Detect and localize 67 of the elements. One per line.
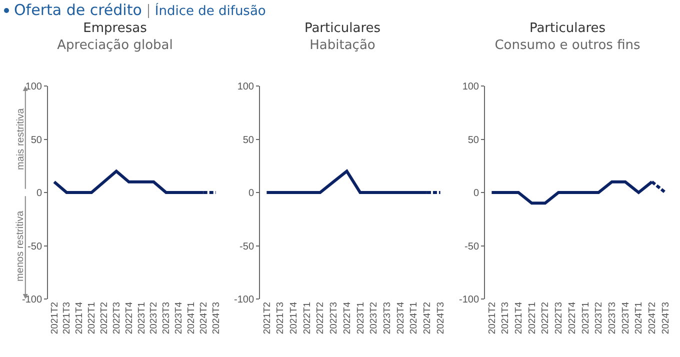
y-tick-label: -100 — [458, 294, 480, 306]
text: Índice de difusão — [154, 4, 266, 19]
x-tick-label: 2023T4 — [174, 302, 185, 334]
x-tick-label: 2022T4 — [342, 302, 353, 334]
y-tick-label: 0 — [36, 188, 42, 199]
x-tick-label: 2021T2 — [49, 302, 60, 334]
x-tick-label: 2023T3 — [382, 302, 393, 334]
y-tick-label: 100 — [237, 82, 254, 92]
x-tick-label: 2021T4 — [288, 302, 300, 334]
x-tick-label: 2022T1 — [302, 302, 313, 334]
x-tick-label: 2024T1 — [408, 302, 420, 334]
y-tick-label: 100 — [25, 82, 42, 92]
x-tick-label: 2023T1 — [355, 302, 366, 334]
y-tick-label: 50 — [242, 134, 254, 146]
x-tick-label: 2022T3 — [554, 302, 565, 334]
x-tick-label: 2021T3 — [62, 302, 73, 334]
x-tick-label: 2021T4 — [74, 302, 86, 334]
chart-subtitle: Consumo e outros fins — [494, 38, 641, 53]
x-tick-label: 2022T2 — [540, 302, 552, 334]
x-tick-label: 2022T3 — [328, 302, 340, 334]
x-tick-label: 2023T4 — [620, 302, 632, 334]
x-tick-label: 2022T2 — [99, 302, 110, 334]
x-tick-label: 2024T3 — [435, 302, 446, 334]
x-tick-label: 2024T3 — [210, 302, 222, 334]
y-tick-label: -100 — [234, 294, 254, 306]
x-tick-label: 2024T1 — [186, 302, 198, 334]
y-tick-label: 50 — [468, 134, 480, 146]
x-tick-label: 2023T2 — [368, 302, 380, 334]
x-tick-label: 2021T3 — [500, 302, 512, 334]
y-tick-label: 0 — [473, 188, 480, 199]
y-tick-label: -100 — [22, 294, 42, 306]
chart-title: Particulares — [304, 21, 381, 36]
x-tick-label: 2021T2 — [262, 302, 273, 334]
y-tick-label: 50 — [30, 134, 42, 146]
x-tick-label: 2024T2 — [647, 302, 658, 334]
x-tick-label: 2023T2 — [148, 302, 160, 334]
x-tick-label: 2022T2 — [315, 302, 326, 334]
x-tick-label: 2023T3 — [606, 302, 618, 334]
x-tick-label: 2021T3 — [275, 302, 286, 334]
y-tick-label: -50 — [240, 241, 254, 252]
x-tick-label: 2024T2 — [422, 302, 434, 334]
text: mais restritiva — [15, 108, 26, 170]
chart-title: Empresas — [83, 21, 148, 36]
x-tick-label: 2023T1 — [136, 302, 148, 334]
x-tick-label: 2021T2 — [486, 302, 498, 334]
chart-subtitle: Habitação — [310, 38, 376, 53]
chart-subtitle: Apreciação global — [57, 38, 173, 53]
x-tick-label: 2024T1 — [634, 302, 645, 334]
text: Oferta de crédito — [14, 1, 142, 19]
x-tick-label: 2022T4 — [566, 302, 578, 334]
x-tick-label: 2022T1 — [86, 302, 98, 334]
chart-title: Particulares — [529, 21, 606, 36]
x-tick-label: 2024T2 — [198, 302, 210, 334]
x-tick-label: 2022T1 — [526, 302, 538, 334]
x-tick-label: 2024T3 — [660, 302, 672, 334]
x-tick-label: 2023T4 — [395, 302, 406, 334]
x-tick-label: 2021T4 — [513, 302, 524, 334]
x-tick-label: 2023T2 — [594, 302, 605, 334]
x-tick-label: 2022T4 — [124, 302, 135, 334]
x-tick-label: 2023T1 — [580, 302, 592, 334]
text: menos restritiva — [14, 210, 26, 282]
x-tick-label: 2023T3 — [161, 302, 172, 334]
y-tick-label: 100 — [462, 82, 480, 92]
x-tick-label: 2022T3 — [111, 302, 122, 334]
y-tick-label: 0 — [248, 188, 254, 199]
y-tick-label: -50 — [28, 241, 42, 252]
y-tick-label: -50 — [464, 241, 480, 252]
